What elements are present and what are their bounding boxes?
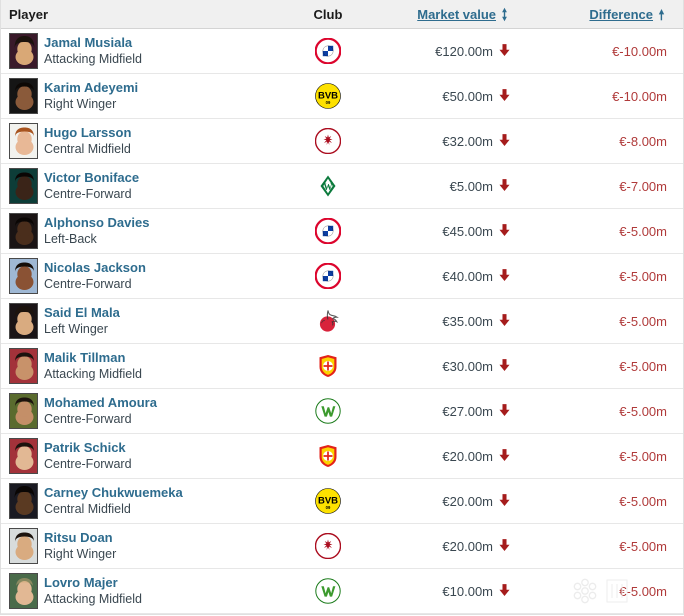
svg-text:09: 09 [326, 505, 331, 510]
svg-text:09: 09 [326, 100, 331, 105]
svg-text:W: W [324, 182, 333, 192]
